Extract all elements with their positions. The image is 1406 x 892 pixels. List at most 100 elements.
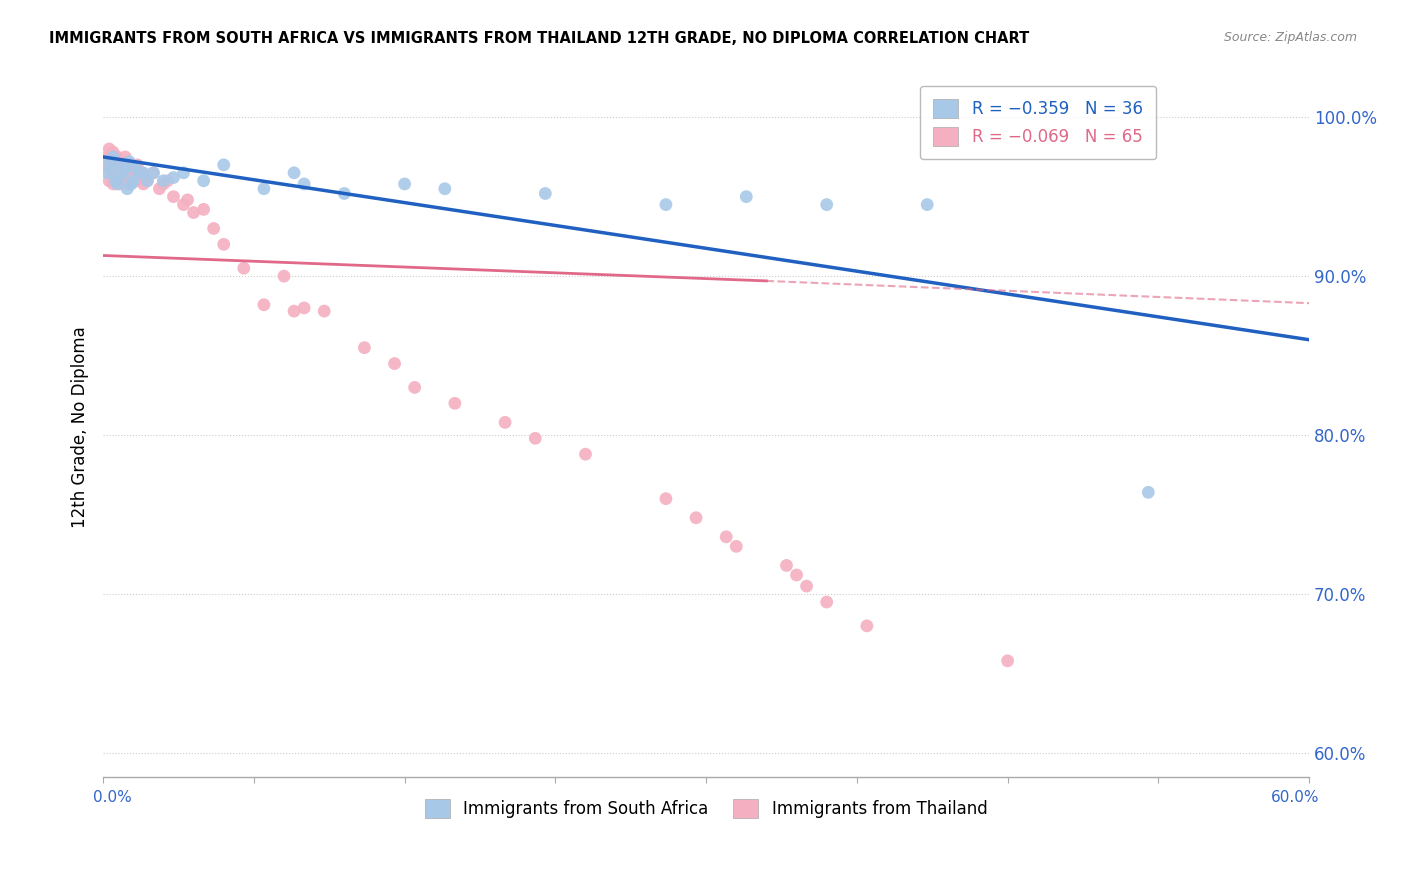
Point — [283, 166, 305, 180]
Point — [353, 341, 375, 355]
Point — [283, 304, 305, 318]
Point — [101, 150, 124, 164]
Point — [292, 301, 315, 315]
Point — [193, 202, 215, 217]
Point — [524, 431, 547, 445]
Point — [253, 298, 276, 312]
Point — [104, 154, 127, 169]
Point — [202, 221, 225, 235]
Point — [193, 174, 215, 188]
Point — [114, 161, 136, 175]
Point — [796, 579, 818, 593]
Point — [655, 197, 678, 211]
Point — [100, 166, 122, 180]
Point — [494, 416, 516, 430]
Point — [173, 166, 195, 180]
Point — [114, 161, 136, 175]
Point — [96, 166, 118, 180]
Point — [232, 261, 254, 276]
Text: Source: ZipAtlas.com: Source: ZipAtlas.com — [1223, 31, 1357, 45]
Point — [98, 174, 121, 188]
Point — [110, 166, 132, 180]
Point — [128, 170, 150, 185]
Point — [108, 177, 131, 191]
Point — [110, 158, 132, 172]
Point — [735, 189, 758, 203]
Point — [117, 182, 139, 196]
Point — [1137, 485, 1160, 500]
Point — [122, 174, 145, 188]
Point — [127, 158, 149, 172]
Point — [100, 161, 122, 175]
Point — [173, 197, 195, 211]
Point — [815, 595, 838, 609]
Point — [124, 161, 146, 175]
Point — [183, 205, 205, 219]
Text: 60.0%: 60.0% — [1271, 789, 1319, 805]
Point — [162, 170, 184, 185]
Point — [104, 174, 127, 188]
Point — [98, 142, 121, 156]
Point — [725, 540, 748, 554]
Point — [100, 150, 122, 164]
Point — [104, 174, 127, 188]
Point — [253, 182, 276, 196]
Point — [856, 619, 879, 633]
Point — [112, 154, 135, 169]
Point — [136, 174, 159, 188]
Point — [775, 558, 797, 573]
Point — [122, 166, 145, 180]
Point — [101, 161, 124, 175]
Point — [815, 197, 838, 211]
Point — [120, 161, 142, 175]
Point — [124, 174, 146, 188]
Point — [96, 150, 118, 164]
Point — [176, 193, 198, 207]
Point — [118, 154, 141, 169]
Point — [212, 158, 235, 172]
Point — [120, 177, 142, 191]
Point — [117, 170, 139, 185]
Point — [404, 380, 426, 394]
Point — [148, 182, 170, 196]
Point — [98, 158, 121, 172]
Point — [915, 197, 938, 211]
Y-axis label: 12th Grade, No Diploma: 12th Grade, No Diploma — [72, 326, 89, 528]
Point — [534, 186, 557, 201]
Point — [114, 150, 136, 164]
Point — [105, 177, 128, 191]
Point — [131, 166, 153, 180]
Point — [433, 182, 456, 196]
Text: IMMIGRANTS FROM SOUTH AFRICA VS IMMIGRANTS FROM THAILAND 12TH GRADE, NO DIPLOMA : IMMIGRANTS FROM SOUTH AFRICA VS IMMIGRAN… — [49, 31, 1029, 46]
Point — [156, 174, 179, 188]
Point — [394, 177, 416, 191]
Point — [384, 357, 406, 371]
Point — [142, 166, 165, 180]
Point — [716, 530, 738, 544]
Point — [132, 166, 155, 180]
Point — [101, 145, 124, 160]
Point — [112, 174, 135, 188]
Point — [142, 166, 165, 180]
Point — [136, 174, 159, 188]
Point — [112, 166, 135, 180]
Point — [292, 177, 315, 191]
Point — [105, 150, 128, 164]
Point — [333, 186, 356, 201]
Point — [105, 166, 128, 180]
Point — [685, 510, 707, 524]
Point — [118, 177, 141, 191]
Point — [786, 568, 808, 582]
Point — [997, 654, 1019, 668]
Legend: Immigrants from South Africa, Immigrants from Thailand: Immigrants from South Africa, Immigrants… — [418, 792, 994, 824]
Point — [132, 177, 155, 191]
Point — [108, 158, 131, 172]
Point — [314, 304, 336, 318]
Point — [273, 269, 295, 284]
Point — [574, 447, 596, 461]
Text: 0.0%: 0.0% — [93, 789, 132, 805]
Point — [101, 177, 124, 191]
Point — [444, 396, 467, 410]
Point — [152, 174, 174, 188]
Point — [152, 177, 174, 191]
